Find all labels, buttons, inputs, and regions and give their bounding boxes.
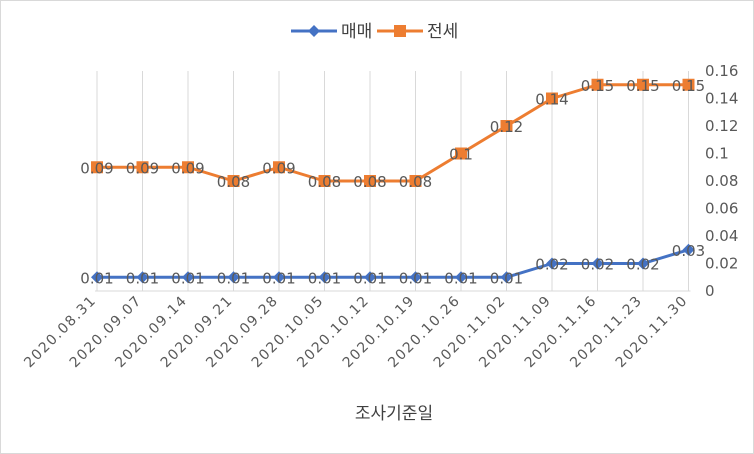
data-point (273, 271, 285, 284)
data-point (591, 78, 604, 91)
data-label: 0.01 (308, 269, 341, 287)
data-labels: 0.01 0.01 0.01 0.01 0.01 0.01 0.01 0.01 0.01 0.01… (80, 77, 705, 288)
data-point (364, 175, 376, 187)
data-label: 0.08 (353, 173, 386, 191)
legend-item-0[interactable]: 매매 (291, 22, 372, 42)
data-label: 0.01 (490, 269, 523, 287)
y-tick-label: 0.14 (705, 90, 738, 108)
data-label: 0.08 (308, 173, 341, 191)
axes: 00.020.040.060.080.10.120.140.162020.08.… (21, 62, 738, 371)
legend-marker (394, 25, 406, 37)
series-line-0 (97, 248, 689, 279)
data-label: 0.03 (672, 242, 705, 260)
data-label: 0.09 (126, 159, 159, 177)
data-label: 0.09 (171, 159, 204, 177)
data-point (637, 257, 649, 270)
data-point (364, 271, 376, 284)
data-label: 0.15 (581, 77, 614, 95)
legend[interactable]: 매매 전세 (291, 22, 458, 42)
data-label: 0.09 (80, 159, 113, 177)
legend-label: 전세 (427, 22, 458, 42)
data-label: 0.02 (535, 256, 568, 274)
legend-label: 매매 (341, 22, 372, 42)
series (91, 78, 695, 284)
data-point (182, 161, 194, 174)
data-point (227, 175, 240, 187)
data-point (409, 175, 422, 187)
data-label: 0.15 (626, 77, 659, 95)
data-point (546, 92, 558, 105)
legend-marker (308, 25, 320, 37)
y-tick-label: 0.16 (705, 62, 738, 80)
data-label: 0.09 (262, 159, 295, 177)
data-label: 0.08 (217, 173, 250, 191)
data-point (546, 257, 558, 270)
data-label: 0.12 (490, 118, 523, 136)
data-point (91, 271, 103, 284)
data-point (591, 257, 604, 270)
data-label: 0.02 (626, 256, 659, 274)
data-label: 0.08 (399, 173, 432, 191)
data-label: 0.01 (353, 269, 386, 287)
y-tick-label: 0.06 (705, 200, 738, 218)
data-point (409, 271, 422, 284)
data-label: 0.01 (217, 269, 250, 287)
data-label: 0.02 (581, 256, 614, 274)
data-label: 0.14 (535, 91, 568, 109)
data-label: 0.01 (444, 269, 477, 287)
data-point (227, 271, 240, 284)
y-tick-label: 0.1 (705, 145, 729, 163)
data-point (682, 243, 695, 256)
data-point (318, 175, 331, 187)
data-point (136, 161, 149, 174)
series-line-1 (97, 83, 689, 183)
y-tick-label: 0.02 (705, 255, 738, 273)
data-point (182, 271, 194, 284)
y-tick-label: 0 (705, 282, 715, 300)
data-point (637, 78, 649, 91)
data-point (273, 161, 285, 174)
data-point (455, 147, 467, 160)
data-point (500, 271, 513, 284)
data-point (91, 161, 103, 174)
data-label: 0.01 (126, 269, 159, 287)
data-label: 0.01 (171, 269, 204, 287)
data-label: 0.01 (80, 269, 113, 287)
x-axis-title: 조사기준일 (355, 404, 433, 424)
data-point (500, 120, 513, 132)
y-tick-label: 0.04 (705, 227, 738, 245)
data-point (455, 271, 467, 284)
data-label: 0.1 (449, 146, 473, 164)
y-tick-label: 0.12 (705, 117, 738, 135)
data-point (318, 271, 331, 284)
legend-item-1[interactable]: 전세 (377, 22, 458, 42)
data-label: 0.15 (672, 77, 705, 95)
data-label: 0.01 (399, 269, 432, 287)
data-label: 0.01 (262, 269, 295, 287)
data-point (682, 78, 695, 91)
y-tick-label: 0.08 (705, 172, 738, 190)
data-point (136, 271, 149, 284)
